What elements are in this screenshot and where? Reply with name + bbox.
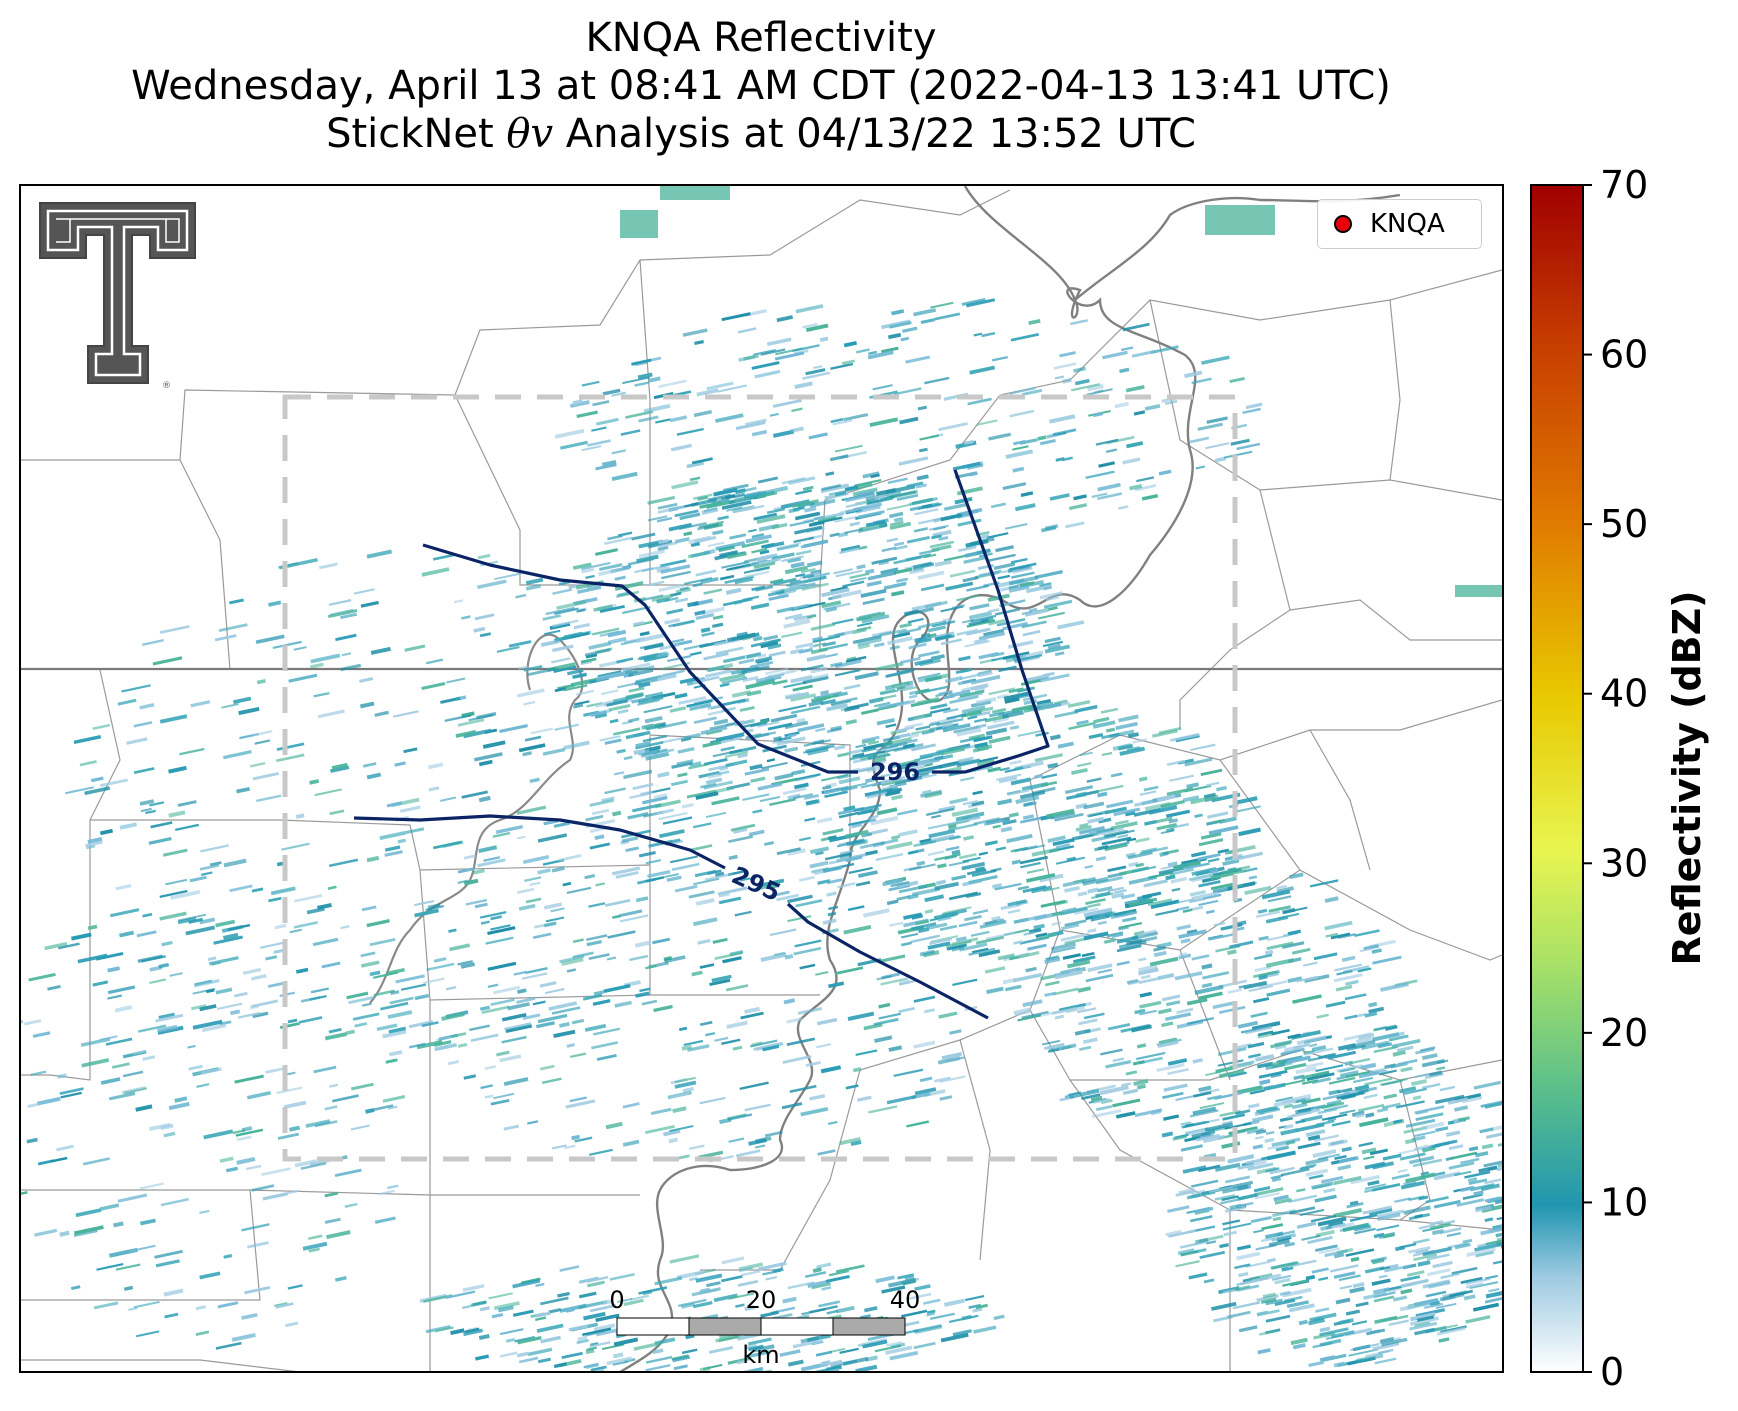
title-datetime: Wednesday, April 13 at 08:41 AM CDT (202… <box>131 63 1391 109</box>
colorbar-gradient <box>1530 184 1584 1373</box>
analysis-domain-box <box>282 394 1238 1162</box>
contour-295-line-right <box>786 902 989 1020</box>
contour-296-line-right <box>932 469 1050 774</box>
texas-tech-logo: ® <box>39 202 196 391</box>
map-title: KNQA Reflectivity Wednesday, April 13 at… <box>20 14 1502 158</box>
colorbar-tick-40: 40 <box>1600 672 1648 716</box>
colorbar-label: Reflectivity (dBZ) <box>1665 590 1709 965</box>
map-border <box>19 184 1504 1373</box>
scale-bar: 0 20 40 km <box>609 1286 920 1369</box>
scale-tick-0: 0 <box>609 1286 624 1314</box>
map-legend: KNQA <box>1317 199 1482 249</box>
colorbar: 0 10 20 30 40 50 60 70 Reflectivity (dBZ) <box>1530 163 1709 1394</box>
colorbar-tick-60: 60 <box>1600 333 1648 377</box>
title-analysis: StickNet θv Analysis at 04/13/22 13:52 U… <box>326 111 1196 157</box>
radar-site-marker <box>1334 215 1352 233</box>
scale-tick-40: 40 <box>890 1286 921 1314</box>
colorbar-tick-50: 50 <box>1600 502 1648 546</box>
theta-v-contours <box>353 469 1050 1020</box>
scale-unit: km <box>742 1341 779 1369</box>
contour-296-line <box>422 543 858 774</box>
theta-v-symbol: θv <box>506 111 554 157</box>
colorbar-tick-30: 30 <box>1600 841 1648 885</box>
colorbar-tick-0: 0 <box>1600 1350 1624 1394</box>
colorbar-tick-10: 10 <box>1600 1180 1648 1224</box>
svg-text:®: ® <box>162 381 171 391</box>
colorbar-tick-70: 70 <box>1600 163 1648 207</box>
legend-label: KNQA <box>1370 209 1445 239</box>
colorbar-tick-20: 20 <box>1600 1011 1648 1055</box>
reflectivity-echoes <box>21 186 1502 1372</box>
scale-tick-20: 20 <box>746 1286 777 1314</box>
contour-295-line <box>353 814 726 870</box>
contour-label-296: 296 <box>870 758 920 786</box>
title-radar: KNQA Reflectivity <box>585 15 937 61</box>
